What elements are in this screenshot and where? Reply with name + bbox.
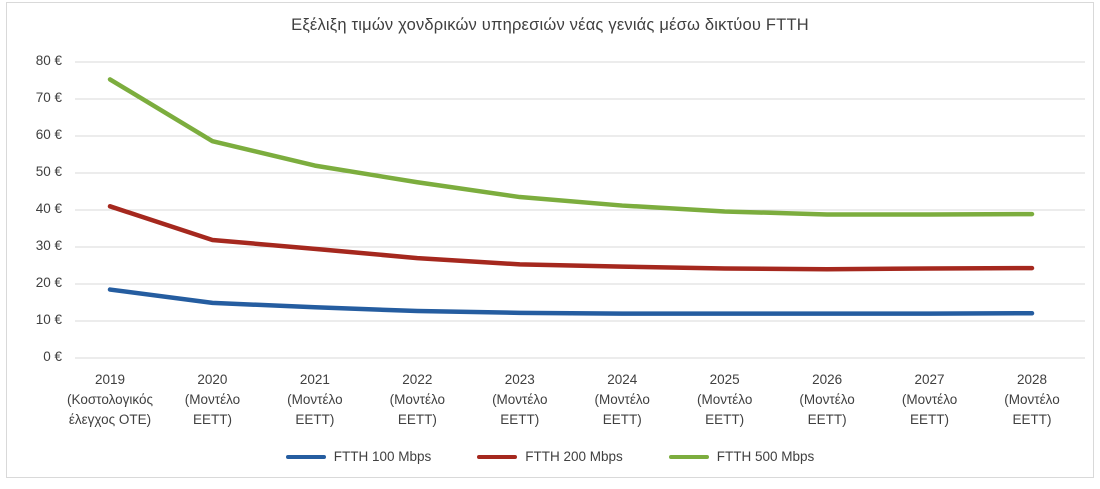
x-axis-category-label: 2021 (Μοντέλο ΕΕΤΤ) bbox=[255, 370, 375, 430]
x-axis-label-line: (Μοντέλο bbox=[696, 392, 753, 407]
x-axis-label-line: ΕΕΤΤ) bbox=[705, 412, 745, 427]
x-axis-label-line: ΕΕΤΤ) bbox=[602, 412, 642, 427]
y-axis-tick-label: 30 € bbox=[35, 238, 62, 253]
x-axis-category-label: 2028 (Μοντέλο ΕΕΤΤ) bbox=[972, 370, 1092, 430]
x-axis-label-line: 2024 bbox=[607, 372, 638, 387]
legend-item-ftth-200-mbps: FTTH 200 Mbps bbox=[477, 449, 623, 464]
x-axis-label-line: (Μοντέλο bbox=[492, 392, 548, 407]
x-axis-label-line: 2022 bbox=[402, 372, 433, 387]
legend-line-swatch bbox=[668, 454, 709, 459]
y-axis-tick-label: 20 € bbox=[35, 275, 62, 290]
x-axis-label-line: (Μοντέλο bbox=[389, 392, 446, 407]
x-axis-label-line: ΕΕΤΤ) bbox=[910, 412, 950, 427]
y-axis-tick-label: 10 € bbox=[35, 312, 62, 327]
series-line-ftth-500-mbps bbox=[107, 77, 1035, 217]
x-axis-category-label: 2024 (Μοντέλο ΕΕΤΤ) bbox=[562, 370, 682, 430]
legend-line-swatch bbox=[477, 454, 518, 459]
x-axis-label-line: 2028 bbox=[1016, 372, 1048, 387]
x-axis-label-line: ΕΕΤΤ) bbox=[500, 412, 540, 427]
x-axis-label-line: (Κοστολογικός bbox=[67, 392, 153, 407]
legend-item-ftth-100-mbps: FTTH 100 Mbps bbox=[285, 449, 432, 464]
x-axis-label-line: (Μοντέλο bbox=[901, 392, 958, 407]
x-axis-category-label: 2026 (Μοντέλο ΕΕΤΤ) bbox=[767, 370, 887, 430]
chart-title: Εξέλιξη τιμών χονδρικών υπηρεσιών νέας γ… bbox=[291, 16, 809, 34]
x-axis-category-label: 2023 (Μοντέλο ΕΕΤΤ) bbox=[460, 370, 580, 430]
legend-label: FTTH 200 Mbps bbox=[525, 449, 623, 464]
x-axis-category-label: 2019 (Κοστολογικός έλεγχος ΟΤΕ) bbox=[50, 370, 170, 430]
x-axis-label-line: ΕΕΤΤ) bbox=[295, 412, 335, 427]
y-axis-tick-label: 80 € bbox=[35, 53, 62, 68]
y-axis-tick-label: 60 € bbox=[35, 127, 62, 142]
x-axis-label-line: ΕΕΤΤ) bbox=[1012, 412, 1052, 427]
x-axis-label-line: (Μοντέλο bbox=[184, 392, 241, 407]
x-axis-category-label: 2020 (Μοντέλο ΕΕΤΤ) bbox=[152, 370, 272, 430]
x-axis-label-line: (Μοντέλο bbox=[287, 392, 343, 407]
x-axis-label-line: ΕΕΤΤ) bbox=[397, 412, 437, 427]
x-axis-category-label: 2022 (Μοντέλο ΕΕΤΤ) bbox=[357, 370, 477, 430]
x-axis-label-line: 2025 bbox=[709, 372, 740, 387]
x-axis-label-line: 2026 bbox=[812, 372, 843, 387]
x-axis-label-line: 2027 bbox=[914, 372, 945, 387]
legend-line-swatch bbox=[285, 454, 326, 459]
x-axis-label-line: 2021 bbox=[299, 372, 330, 387]
x-axis-label-line: 2020 bbox=[197, 372, 228, 387]
x-axis-label-line: 2019 bbox=[94, 372, 126, 387]
legend-label: FTTH 100 Mbps bbox=[333, 449, 432, 464]
x-axis-label-line: ΕΕΤΤ) bbox=[807, 412, 847, 427]
series-line-ftth-100-mbps bbox=[107, 287, 1035, 316]
y-axis-tick-label: 0 € bbox=[43, 349, 62, 364]
x-axis-label-line: (Μοντέλο bbox=[1004, 392, 1060, 407]
series-line-ftth-200-mbps bbox=[107, 204, 1035, 272]
legend-label: FTTH 500 Mbps bbox=[716, 449, 815, 464]
legend-item-ftth-500-mbps: FTTH 500 Mbps bbox=[668, 449, 815, 464]
x-axis-label-line: ΕΕΤΤ) bbox=[192, 412, 232, 427]
x-axis-label-line: (Μοντέλο bbox=[594, 392, 650, 407]
chart-legend: FTTH 100 Mbps FTTH 200 Mbps FTTH 500 Mbps bbox=[0, 449, 1100, 464]
x-axis-label-line: έλεγχος ΟΤΕ) bbox=[68, 412, 152, 427]
y-axis-tick-label: 40 € bbox=[35, 201, 62, 216]
y-axis-tick-label: 70 € bbox=[35, 90, 62, 105]
y-axis-tick-label: 50 € bbox=[35, 164, 62, 179]
x-axis-category-label: 2027 (Μοντέλο ΕΕΤΤ) bbox=[870, 370, 990, 430]
x-axis-label-line: 2023 bbox=[504, 372, 535, 387]
x-axis-category-label: 2025 (Μοντέλο ΕΕΤΤ) bbox=[665, 370, 785, 430]
x-axis-label-line: (Μοντέλο bbox=[799, 392, 855, 407]
